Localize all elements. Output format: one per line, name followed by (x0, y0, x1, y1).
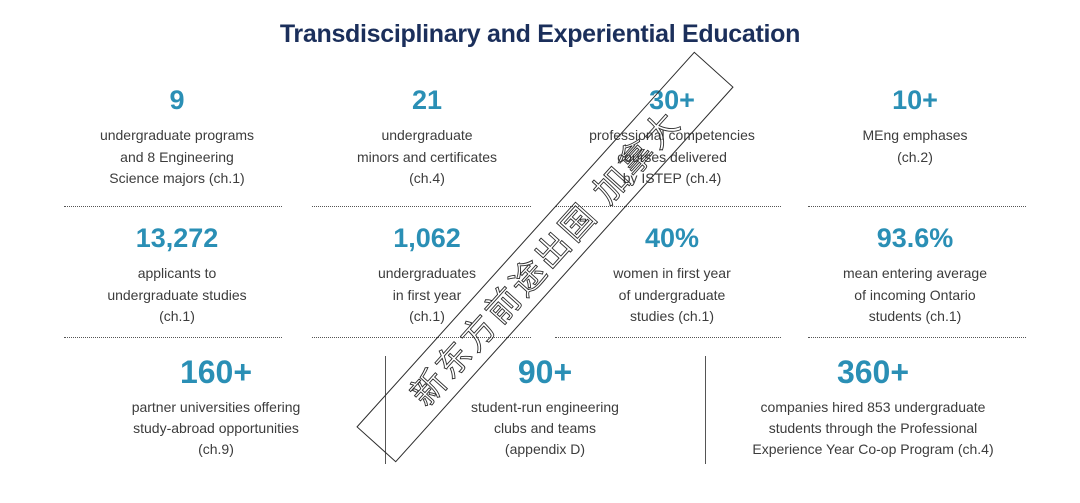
stat-description: student-run engineering clubs and teams … (471, 399, 619, 457)
stat-value: 10+ (892, 85, 938, 115)
stat-description: companies hired 853 undergraduate studen… (752, 399, 994, 457)
stat-description: professional competencies courses delive… (589, 127, 755, 186)
dotted-divider (312, 206, 531, 207)
dotted-divider (555, 337, 781, 338)
dotted-divider (64, 206, 282, 207)
stat-value: 90+ (517, 354, 573, 390)
stat-description: applicants to undergraduate studies (ch.… (107, 265, 247, 324)
stat-value: 160+ (179, 354, 253, 390)
stat-value: 1,062 (393, 223, 461, 253)
stat-value: 360+ (836, 354, 910, 390)
stat-first-year-undergraduates: 1,062 undergraduates in first year (ch.1… (307, 222, 547, 328)
stat-description: undergraduate programs and 8 Engineering… (99, 127, 255, 186)
stat-description: partner universities offering study-abro… (131, 399, 301, 457)
dotted-divider (808, 206, 1026, 207)
stat-undergraduate-programs: 9 undergraduate programs and 8 Engineeri… (57, 84, 297, 190)
page-title: Transdisciplinary and Experiential Educa… (279, 20, 801, 48)
stat-applicants: 13,272 applicants to undergraduate studi… (57, 222, 297, 328)
dotted-divider (808, 337, 1026, 338)
stat-value: 93.6% (876, 223, 954, 253)
stat-meng-emphases: 10+ MEng emphases (ch.2) (795, 84, 1035, 168)
stat-value: 40% (644, 223, 700, 253)
stat-partner-universities: 160+ partner universities offering study… (76, 353, 356, 460)
vertical-divider (705, 356, 706, 464)
stat-value: 13,272 (135, 223, 219, 253)
dotted-divider (555, 206, 781, 207)
stat-coop-companies: 360+ companies hired 853 undergraduate s… (713, 353, 1033, 460)
stat-women-first-year: 40% women in first year of undergraduate… (552, 222, 792, 328)
stat-value: 21 (411, 85, 443, 115)
stat-professional-competencies: 30+ professional competencies courses de… (552, 84, 792, 190)
dotted-divider (312, 337, 531, 338)
stat-student-clubs: 90+ student-run engineering clubs and te… (405, 353, 685, 460)
stat-value: 9 (169, 85, 185, 115)
stat-description: undergraduate minors and certificates (c… (356, 127, 498, 186)
stat-description: undergraduates in first year (ch.1) (377, 265, 477, 324)
stat-description: women in first year of undergraduate stu… (613, 265, 731, 324)
stat-mean-entering-average: 93.6% mean entering average of incoming … (795, 222, 1035, 328)
stat-minors-certificates: 21 undergraduate minors and certificates… (307, 84, 547, 190)
vertical-divider (385, 356, 386, 464)
dotted-divider (64, 337, 282, 338)
stat-description: mean entering average of incoming Ontari… (843, 265, 987, 324)
stat-description: MEng emphases (ch.2) (862, 127, 968, 165)
stat-value: 30+ (649, 85, 695, 115)
